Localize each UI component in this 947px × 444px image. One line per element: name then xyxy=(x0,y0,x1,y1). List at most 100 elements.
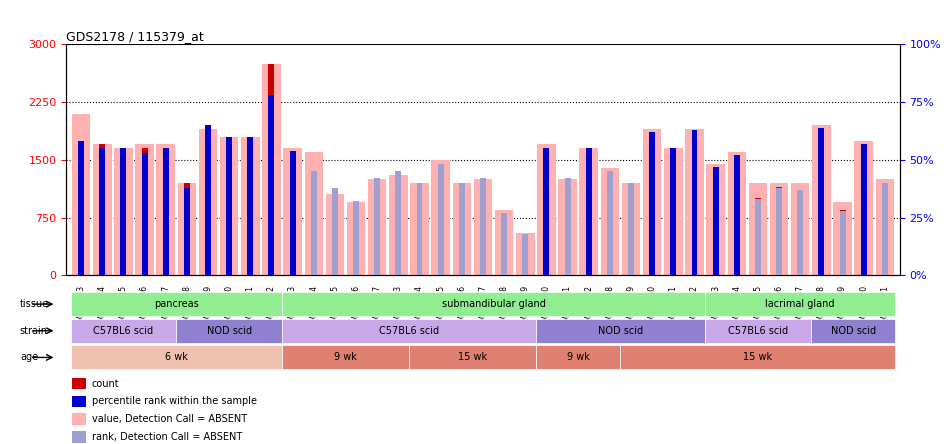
Bar xyxy=(628,183,634,275)
Text: lacrimal gland: lacrimal gland xyxy=(765,299,835,309)
FancyBboxPatch shape xyxy=(536,345,620,369)
Bar xyxy=(713,167,719,275)
Bar xyxy=(670,148,676,275)
Bar xyxy=(777,187,781,275)
Bar xyxy=(459,183,465,275)
Bar xyxy=(438,164,442,275)
FancyBboxPatch shape xyxy=(706,319,811,343)
Bar xyxy=(459,183,465,275)
Bar xyxy=(580,148,598,275)
Bar xyxy=(99,148,105,275)
Bar xyxy=(397,171,401,275)
Bar xyxy=(559,179,577,275)
Bar xyxy=(353,202,359,275)
Text: 6 wk: 6 wk xyxy=(165,353,188,362)
FancyBboxPatch shape xyxy=(176,319,282,343)
Text: strain: strain xyxy=(20,326,48,336)
Bar xyxy=(396,194,402,275)
Bar xyxy=(290,151,295,275)
Bar xyxy=(79,141,84,275)
Bar xyxy=(247,137,253,275)
Bar xyxy=(537,144,556,275)
Bar xyxy=(755,198,760,275)
Bar xyxy=(72,431,86,443)
FancyBboxPatch shape xyxy=(70,319,176,343)
Bar xyxy=(524,234,527,275)
Text: rank, Detection Call = ABSENT: rank, Detection Call = ABSENT xyxy=(92,432,242,442)
Bar xyxy=(818,127,824,275)
Bar xyxy=(798,190,802,275)
Bar xyxy=(438,164,443,275)
Text: 15 wk: 15 wk xyxy=(457,353,487,362)
Bar xyxy=(670,148,676,275)
Bar xyxy=(474,179,492,275)
Text: NOD scid: NOD scid xyxy=(206,326,252,336)
Text: C57BL6 scid: C57BL6 scid xyxy=(728,326,788,336)
Bar xyxy=(79,144,84,275)
Bar xyxy=(502,213,506,275)
Bar xyxy=(290,151,295,275)
Text: NOD scid: NOD scid xyxy=(831,326,876,336)
Bar xyxy=(876,179,894,275)
Bar xyxy=(115,148,133,275)
Bar xyxy=(686,129,704,275)
FancyBboxPatch shape xyxy=(409,345,536,369)
Bar xyxy=(247,137,253,275)
Bar xyxy=(326,194,344,275)
Bar xyxy=(311,171,316,275)
Bar xyxy=(544,148,549,275)
Bar xyxy=(142,148,148,275)
Bar xyxy=(713,167,719,275)
Text: 9 wk: 9 wk xyxy=(334,353,357,362)
Bar xyxy=(312,171,315,275)
Bar xyxy=(813,125,831,275)
Bar xyxy=(120,148,126,275)
Bar xyxy=(199,129,217,275)
Bar xyxy=(163,148,169,275)
Bar xyxy=(565,178,569,275)
Bar xyxy=(120,148,126,275)
Bar xyxy=(564,194,570,275)
Bar xyxy=(713,167,719,275)
Bar xyxy=(99,144,105,275)
Bar xyxy=(226,137,232,275)
Bar xyxy=(501,214,507,275)
Bar xyxy=(418,183,421,275)
Bar xyxy=(501,213,507,275)
Text: submandibular gland: submandibular gland xyxy=(441,299,545,309)
Bar xyxy=(481,178,485,275)
Bar xyxy=(438,164,443,275)
Text: 9 wk: 9 wk xyxy=(566,353,590,362)
Text: pancreas: pancreas xyxy=(154,299,199,309)
Bar xyxy=(650,132,655,275)
Bar xyxy=(480,194,486,275)
Bar xyxy=(495,210,513,275)
Text: C57BL6 scid: C57BL6 scid xyxy=(379,326,439,336)
Bar xyxy=(184,187,189,275)
Bar xyxy=(586,148,592,275)
Bar xyxy=(220,137,239,275)
Bar xyxy=(311,245,316,275)
Bar xyxy=(156,144,175,275)
Bar xyxy=(226,137,232,275)
Bar xyxy=(691,130,697,275)
Bar xyxy=(374,206,380,275)
Bar xyxy=(178,183,196,275)
Bar xyxy=(608,171,612,275)
Bar xyxy=(840,210,846,275)
Bar xyxy=(389,175,407,275)
Bar xyxy=(833,202,851,275)
Bar xyxy=(163,148,169,275)
FancyBboxPatch shape xyxy=(70,345,282,369)
Bar xyxy=(706,164,724,275)
Bar xyxy=(396,171,402,275)
Bar xyxy=(72,114,90,275)
Bar xyxy=(777,187,782,275)
Bar xyxy=(142,153,148,275)
Bar xyxy=(184,187,189,275)
Bar xyxy=(650,133,655,275)
Bar xyxy=(120,148,126,275)
Text: C57BL6 scid: C57BL6 scid xyxy=(94,326,153,336)
Bar xyxy=(184,183,189,275)
Bar xyxy=(734,155,740,275)
